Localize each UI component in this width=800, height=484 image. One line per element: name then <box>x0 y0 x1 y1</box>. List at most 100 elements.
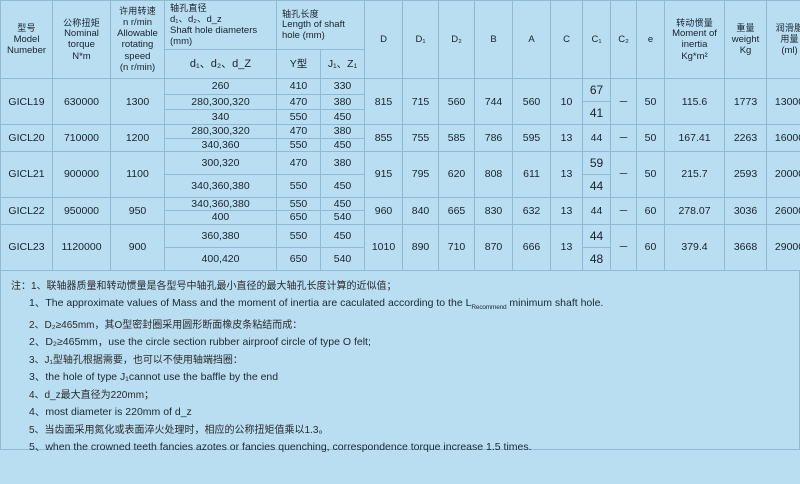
th-e: e <box>636 0 666 80</box>
cell-allowable-speed: 1200 <box>110 124 165 152</box>
cell-C: 10 <box>550 78 584 126</box>
cell-A: 632 <box>512 196 552 225</box>
th-D: D <box>364 0 404 80</box>
th-B: B <box>474 0 514 80</box>
th-len-Y: Y型 <box>276 49 321 80</box>
th-shaftdia-cn: 轴孔直径 <box>170 3 207 13</box>
cell-D: 1010 <box>364 223 404 271</box>
cell-C: 13 <box>550 223 584 271</box>
cell-shaft-length-JZ: 450 <box>319 196 366 212</box>
table-row: 400,420 650 540 <box>1 246 800 271</box>
cell-grease-quantity: 26000 <box>766 196 800 225</box>
th-moment-of-inertia: 转动惯量 Moment of inertia Kg*m² <box>664 0 726 80</box>
cell-shaft-length-JZ: 380 <box>319 150 366 175</box>
th-D1: D₁ <box>402 0 440 80</box>
th-torque-en3: N*m <box>72 50 91 62</box>
th-C: C <box>550 0 584 80</box>
cell-shaft-hole-diameter: 360,380 <box>164 223 277 248</box>
header-row-top: 型号 Model Numeber 公称扭矩 Nominal torque N*m… <box>0 0 800 80</box>
cell-shaft-hole-diameter: 340,360,380 <box>164 173 277 198</box>
cell-shaft-length-Y: 550 <box>276 196 321 212</box>
cell-allowable-speed: 950 <box>110 196 165 225</box>
cell-shaft-hole-diameter: 280,300,320 <box>164 124 277 139</box>
cell-C1-lower: 41 <box>589 106 604 121</box>
note-2-cn: 2、D₂≥465mm，其O型密封圈采用圆形断面橡皮条粘结而成： <box>29 319 303 331</box>
th-model-en2: Numeber <box>6 44 47 56</box>
note-1-en-tail: minimum shaft hole. <box>506 297 604 310</box>
table-row: 340,360,380 550 450 <box>1 173 800 198</box>
cell-grease-quantity: 16000 <box>766 124 800 152</box>
cell-moment-of-inertia: 115.6 <box>664 78 726 126</box>
cell-allowable-speed: 900 <box>110 223 165 271</box>
cell-shaft-length-JZ: 330 <box>319 78 366 95</box>
cell-allowable-speed: 1100 <box>110 150 165 198</box>
cell-C2: － <box>610 150 638 198</box>
cell-D1: 840 <box>402 196 440 225</box>
cell-shaft-length-JZ: 540 <box>319 210 366 225</box>
cell-D: 815 <box>364 78 404 126</box>
th-speed-en4: (n r/min) <box>119 61 156 73</box>
cell-C2: － <box>610 124 638 152</box>
cell-grease-quantity: 13000 <box>766 78 800 126</box>
cell-C2: － <box>610 196 638 225</box>
cell-shaft-length-JZ: 540 <box>319 246 366 271</box>
table-row: 400 650 540 <box>1 210 800 225</box>
table-row: GICL23 1120000 900 360,380 550 450 1010 890 710 8… <box>0 223 800 271</box>
note-3-cn: 3、J₁型轴孔根据需要，也可以不使用轴端挡圈： <box>29 354 243 366</box>
th-inertia-en1: Moment of <box>672 28 717 40</box>
cell-weight: 2263 <box>724 124 768 152</box>
th-weight-cn: 重量 <box>736 23 755 34</box>
cell-grease-quantity: 29000 <box>766 223 800 271</box>
th-len-Y-text: Y型 <box>289 58 308 71</box>
note-2-en: 2、D₂≥465mm，use the circle section rubber… <box>29 336 371 349</box>
th-inertia-en3: Kg*m² <box>681 50 708 62</box>
cell-D1: 890 <box>402 223 440 271</box>
note-1-en-subscript: Recommend <box>471 304 507 312</box>
cell-D2: 560 <box>438 78 476 126</box>
cell-C: 13 <box>550 196 584 225</box>
note-5-en: 5、when the crowned teeth fancies azotes … <box>29 441 532 454</box>
cell-shaft-length-Y: 650 <box>276 246 321 271</box>
th-inertia-cn: 转动惯量 <box>676 17 713 28</box>
cell-C1-upper: 67 <box>583 79 611 103</box>
cell-C1-lower: 44 <box>589 178 604 193</box>
cell-grease-quantity: 20000 <box>766 150 800 198</box>
cell-shaft-hole-diameter: 340,360,380 <box>164 196 277 212</box>
cell-D: 960 <box>364 196 404 225</box>
cell-shaft-length-Y: 410 <box>276 78 321 95</box>
note-4-cn: 4、d_z最大直径为220mm； <box>29 389 155 401</box>
cell-e: 60 <box>636 223 666 271</box>
notes-list: 注：1、联轴器质量和转动惯量是各型号中轴孔最小直径的最大轴孔长度计算的近似值； 1… <box>1 278 799 457</box>
cell-A: 560 <box>512 78 552 126</box>
cell-D2: 585 <box>438 124 476 152</box>
th-speed-en1: Allowable <box>117 28 158 40</box>
cell-shaft-length-Y: 470 <box>276 150 321 175</box>
cell-B: 808 <box>474 150 514 198</box>
cell-shaft-hole-diameter: 260 <box>164 78 277 95</box>
cell-model: GICL20 <box>0 124 53 152</box>
th-inertia-en2: inertia <box>681 39 708 51</box>
th-model: 型号 Model Numeber <box>0 0 53 80</box>
table-row: 340,360 550 450 <box>1 137 800 152</box>
cell-D: 915 <box>364 150 404 198</box>
th-weight: 重量 weight Kg <box>724 0 768 80</box>
cell-shaft-length-Y: 470 <box>276 93 321 110</box>
th-weight-en1: weight <box>731 33 760 45</box>
cell-shaft-length-JZ: 380 <box>319 124 366 139</box>
th-grease-quantity: 润滑脂 用量 (ml) <box>766 0 800 80</box>
cell-moment-of-inertia: 379.4 <box>664 223 726 271</box>
cell-C1: 67 41 <box>582 78 612 126</box>
th-speed-cn: 许用转速 <box>119 6 156 17</box>
th-torque-en2: torque <box>68 39 95 51</box>
table-row: GICL19 630000 1300 260 410 330 815 715 560 744 560… <box>0 78 800 126</box>
cell-moment-of-inertia: 167.41 <box>664 124 726 152</box>
note-3-en: 3、the hole of type J₁cannot use the baff… <box>29 371 279 384</box>
th-speed-en2: rotating <box>121 39 154 51</box>
cell-C: 13 <box>550 124 584 152</box>
cell-shaft-hole-diameter: 340 <box>164 108 277 126</box>
cell-shaft-length-JZ: 450 <box>319 223 366 248</box>
cell-weight: 3668 <box>724 223 768 271</box>
cell-e: 50 <box>636 150 666 198</box>
th-shaftdia-symbols: d₁、d₂、d_z <box>170 13 222 25</box>
th-nominal-torque: 公称扭矩 Nominal torque N*m <box>52 0 111 80</box>
